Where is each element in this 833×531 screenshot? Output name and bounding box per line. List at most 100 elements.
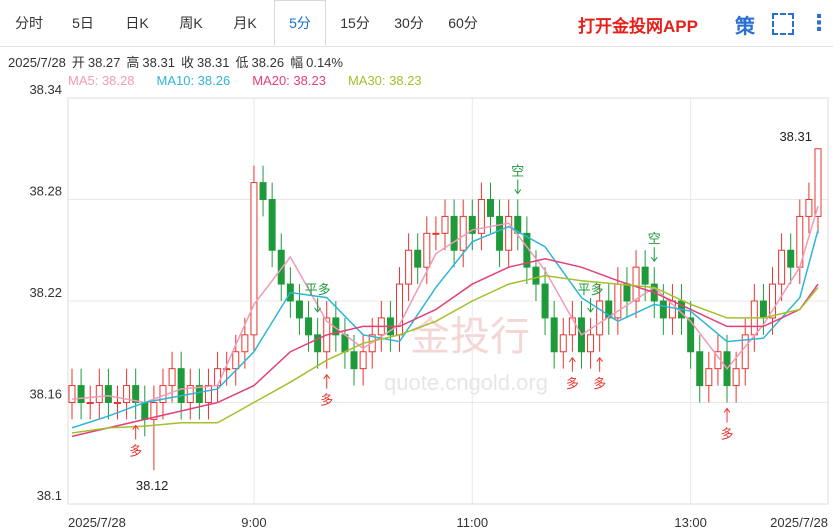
info-label: 高 (126, 55, 140, 70)
signal-arrowhead (323, 373, 331, 379)
candle-body (514, 215, 522, 234)
candle-body (232, 351, 240, 370)
candle-body (214, 368, 222, 387)
x-tick-label: 13:00 (674, 515, 707, 530)
y-tick-label: 38.1 (37, 488, 62, 503)
candle-body (414, 249, 422, 268)
candle-body (532, 266, 540, 285)
candle-body (450, 215, 458, 251)
candle-body (486, 199, 494, 217)
signal-label: 平多 (578, 282, 604, 297)
y-tick-label: 38.22 (29, 285, 62, 300)
candle-body (759, 300, 767, 319)
candle-body (86, 402, 94, 404)
candle-body (459, 215, 467, 251)
signal-arrowhead (596, 356, 604, 363)
x-tick-label: 2025/7/28 (770, 515, 828, 530)
menu-icon[interactable]: ⋮ (808, 10, 830, 35)
candle-body (104, 385, 112, 404)
info-label: 低 (235, 55, 249, 70)
candle-body (350, 351, 358, 370)
candle-body (468, 215, 476, 234)
candle-body (559, 334, 567, 353)
candle-body (195, 385, 203, 404)
candle-body (314, 334, 322, 353)
fullscreen-icon[interactable] (772, 13, 794, 35)
tab[interactable]: 5日 (72, 15, 94, 31)
candle-body (741, 334, 749, 370)
tab[interactable]: 60分 (448, 15, 478, 31)
candle-body (168, 368, 176, 387)
app-link[interactable]: 打开金投网APP (578, 17, 698, 36)
signal-label: 多 (320, 393, 333, 408)
tab[interactable]: 5分 (274, 0, 326, 46)
ma-line (71, 206, 819, 404)
signal-arrowhead (650, 256, 658, 263)
info-label: 开 (71, 55, 85, 70)
ma-line (71, 274, 819, 434)
candle-body (432, 232, 440, 235)
candle-body (259, 182, 267, 200)
candle-body (805, 199, 813, 217)
candle-body (732, 368, 740, 387)
y-tick-label: 38.34 (29, 82, 62, 97)
legend-entry: MA20: 38.23 (252, 73, 326, 88)
candle-body (423, 232, 431, 268)
signal-arrowhead (723, 407, 731, 413)
candle-body (769, 283, 777, 319)
y-tick-label: 38.16 (29, 387, 62, 402)
signal-label: 空 (648, 231, 661, 246)
candle-body (596, 300, 604, 336)
tab[interactable]: 日K (125, 15, 149, 31)
candle-body (623, 283, 631, 302)
candle-body (241, 334, 249, 353)
tab[interactable]: 15分 (340, 15, 370, 31)
tab[interactable]: 30分 (394, 15, 424, 31)
candle-body (177, 368, 185, 403)
candle-body (568, 317, 576, 336)
signal-label: 空 (511, 164, 524, 179)
info-line: 2025/7/28 开 38.27 高 38.31 收 38.31 低 38.26 幅 0.14% (8, 52, 349, 71)
candle-body (787, 249, 795, 268)
candle-body (405, 249, 413, 285)
tab[interactable]: 月K (233, 15, 257, 31)
watermark: quote.cngold.org (384, 370, 548, 395)
candle-body (778, 249, 786, 285)
tab-bar: 分时 5日 日K 周K 月K 5分 15分 30分 60分 (0, 0, 833, 47)
x-tick-label: 2025/7/28 (68, 515, 126, 530)
candle-body (268, 199, 276, 251)
candle-body (632, 266, 640, 302)
candle-body (705, 368, 713, 387)
candle-body (295, 300, 303, 319)
tab[interactable]: 分时 (15, 15, 43, 31)
candle-body (396, 283, 404, 336)
candle-body (587, 334, 595, 353)
signal-label: 多 (721, 427, 734, 442)
signal-arrowhead (568, 356, 576, 363)
signal-arrowhead (132, 424, 140, 430)
info-date: 2025/7/28 (8, 55, 66, 70)
candle-body (541, 283, 549, 319)
high-label: 38.31 (779, 129, 812, 144)
candle-body (477, 199, 485, 234)
strategy-icon[interactable]: 策 (735, 16, 755, 38)
candle-body (68, 385, 76, 404)
candle-body (305, 317, 313, 336)
legend-entry: MA30: 38.23 (348, 73, 422, 88)
ma-line (71, 225, 819, 429)
info-value: 38.31 (142, 55, 175, 70)
candle-body (95, 385, 103, 404)
candle-body (77, 385, 85, 404)
candle-body (341, 334, 349, 353)
info-value: 38.31 (196, 55, 230, 70)
info-value: 38.26 (251, 55, 285, 70)
signal-arrowhead (314, 307, 322, 313)
watermark: 金投行 (410, 315, 530, 359)
y-tick-label: 38.28 (29, 184, 62, 199)
signal-label: 多 (593, 376, 606, 391)
info-label: 幅 (290, 55, 304, 70)
signal-arrowhead (514, 189, 522, 195)
tab[interactable]: 周K (179, 15, 203, 31)
